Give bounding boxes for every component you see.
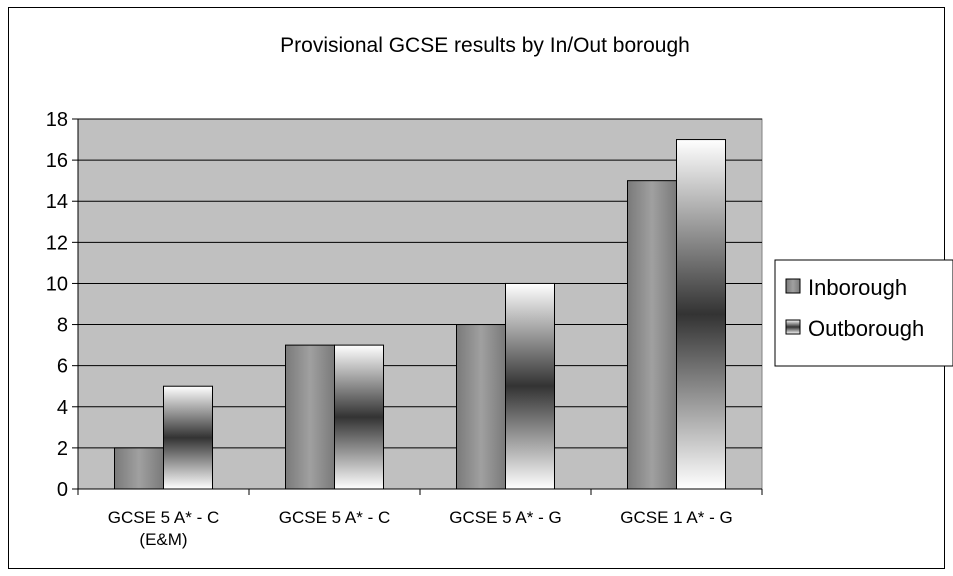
x-category-label: (E&M) [139,530,187,549]
x-category-label: GCSE 1 A* - G [620,508,732,527]
bar-outborough [334,344,384,490]
bar-outborough [163,385,213,490]
chart-title: Provisional GCSE results by In/Out borou… [280,34,690,57]
y-tick-label: 14 [46,191,68,213]
x-category-label: GCSE 5 A* - G [449,508,561,527]
y-tick-label: 18 [46,109,68,131]
bar-inborough [285,344,335,490]
legend-label: Inborough [808,275,907,300]
legend-box [774,259,953,367]
y-tick-label: 12 [46,232,68,254]
x-category-label: GCSE 5 A* - C [279,508,390,527]
bar-outborough [505,282,555,490]
y-tick-label: 16 [46,150,68,172]
y-tick-label: 10 [46,273,68,295]
bar-inborough [456,324,506,490]
y-tick-label: 4 [57,397,68,419]
y-tick-label: 6 [57,356,68,378]
bar-inborough [627,180,677,490]
x-category-label: GCSE 5 A* - C [108,508,219,527]
legend-swatch [785,278,801,294]
legend-swatch [785,319,801,335]
y-tick-label: 2 [57,438,68,460]
bar-outborough [676,139,726,490]
legend-label: Outborough [808,316,924,341]
y-tick-label: 0 [57,479,68,501]
bar-inborough [114,447,164,490]
y-tick-label: 8 [57,315,68,337]
